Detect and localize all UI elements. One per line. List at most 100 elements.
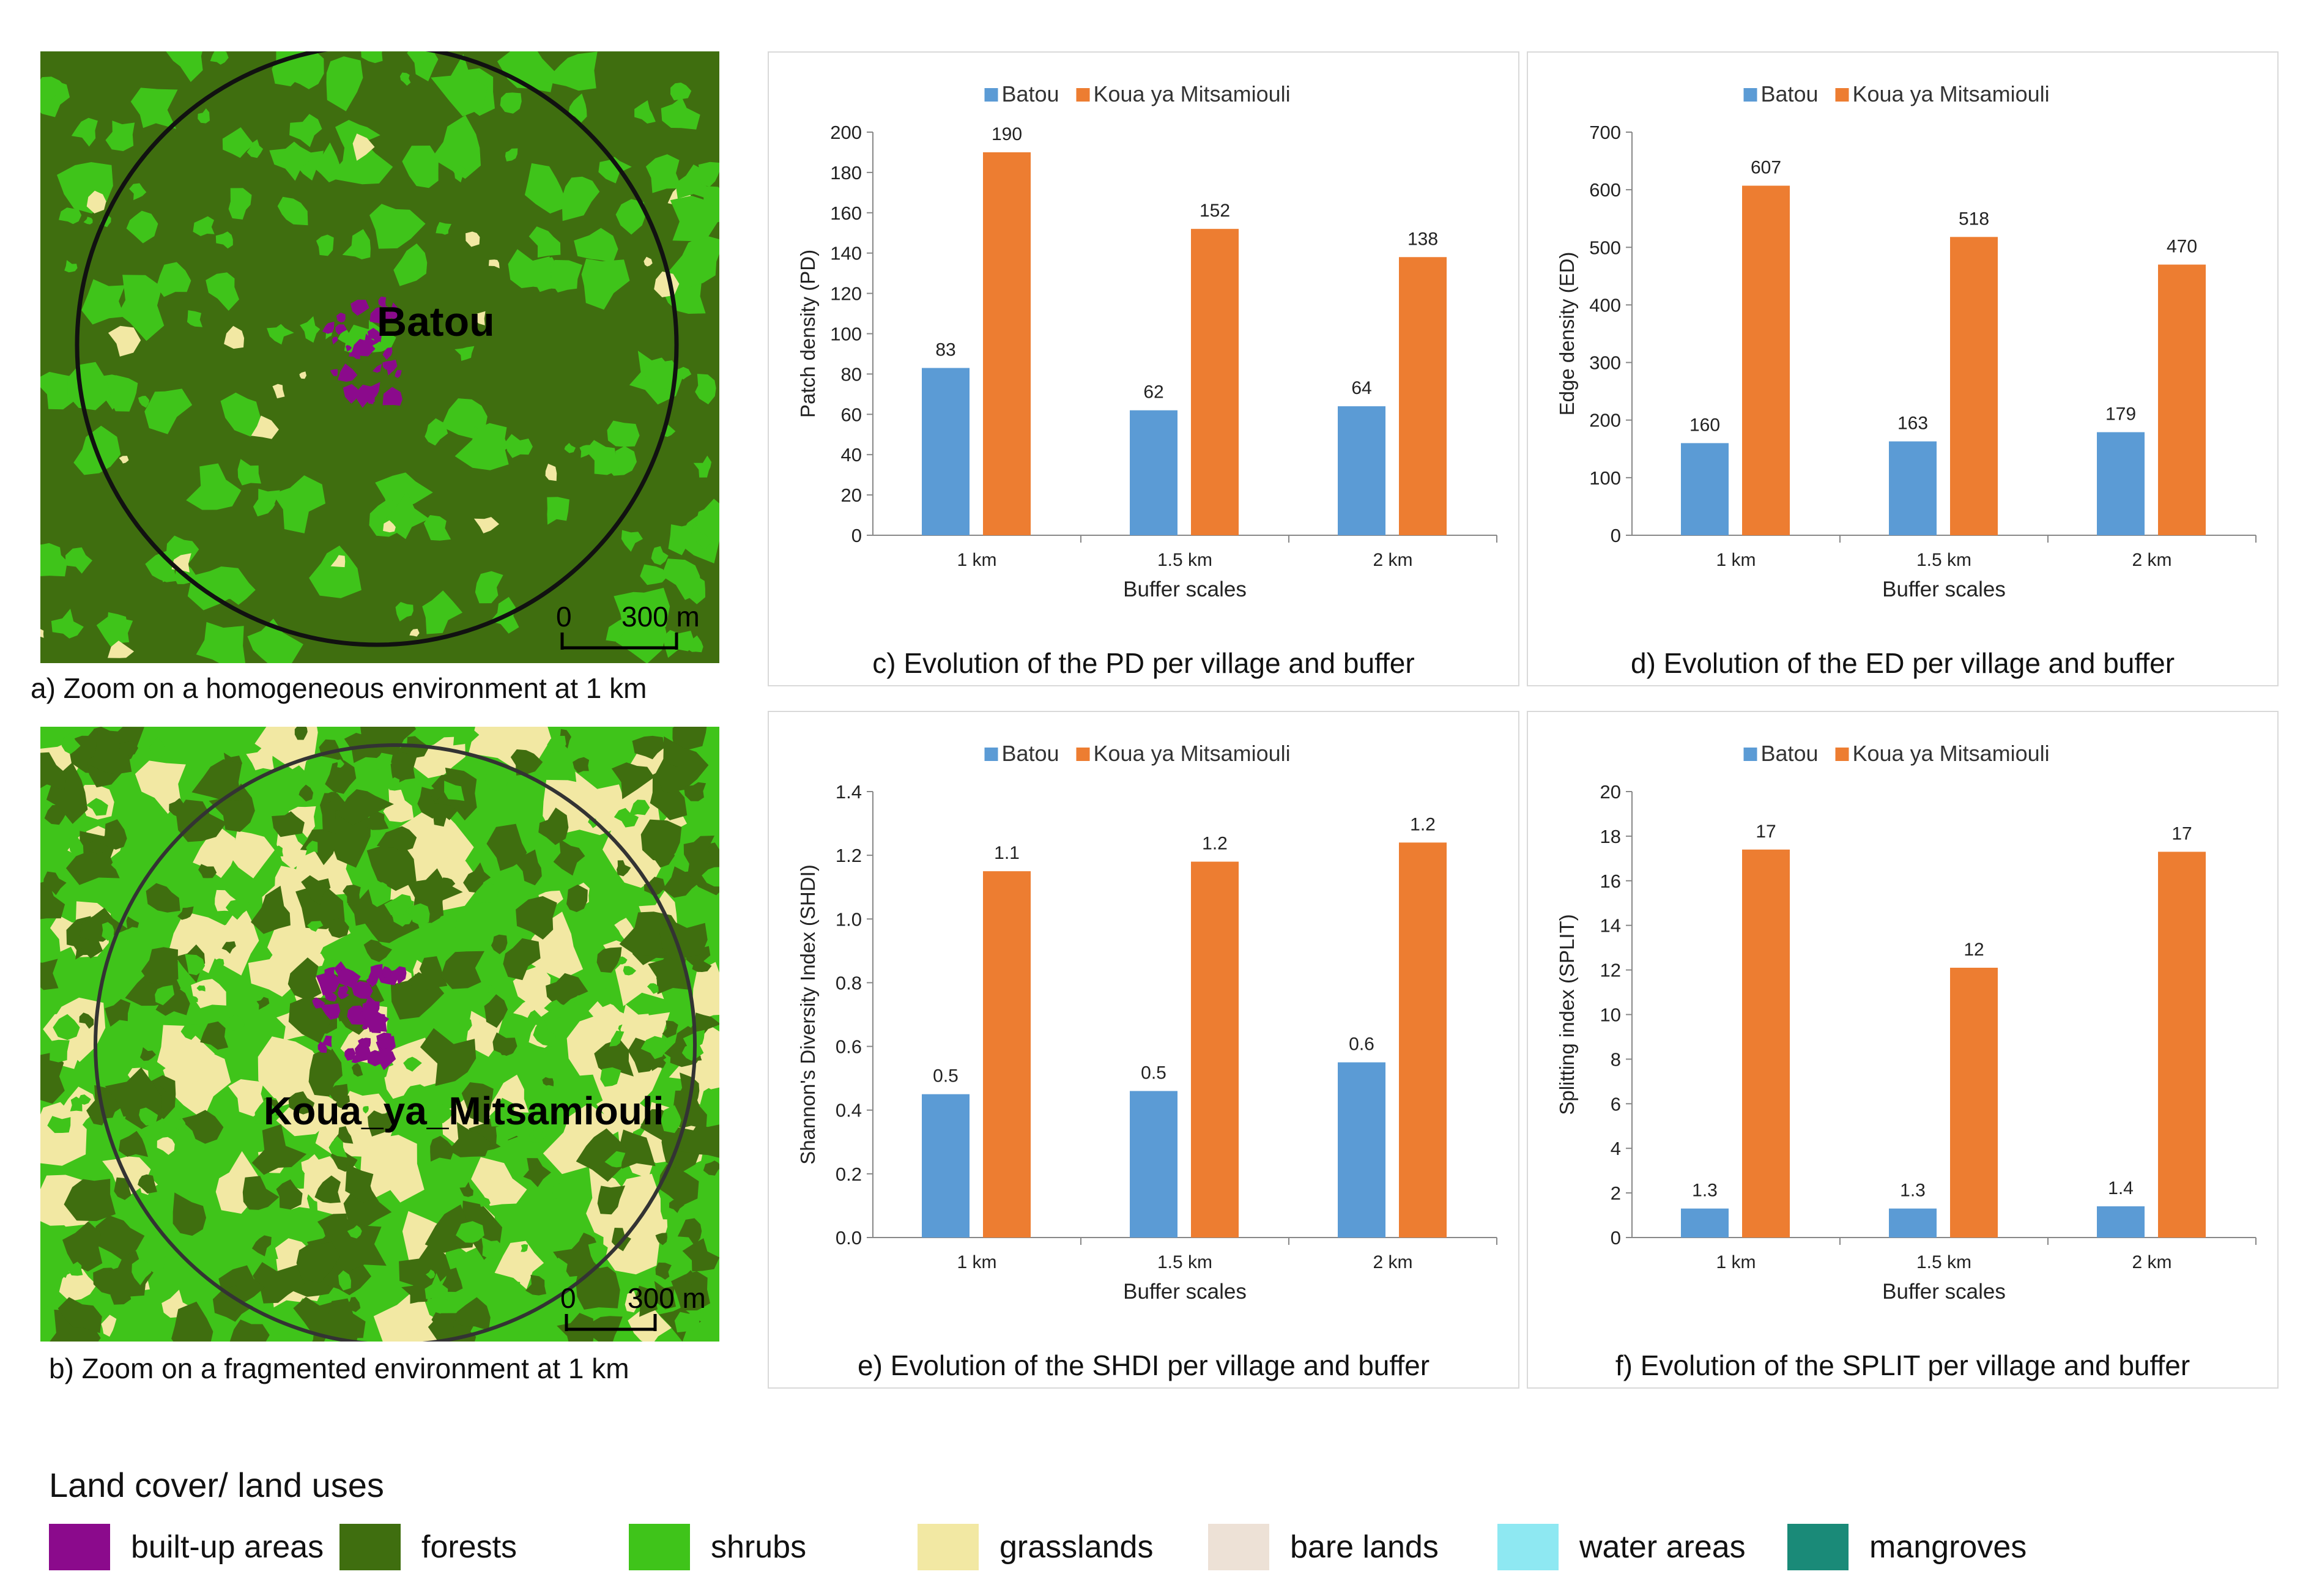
y-tick-label: 20	[1600, 781, 1621, 803]
x-tick-label: 2 km	[1373, 1252, 1412, 1272]
map-label-batou: Batou	[377, 299, 495, 345]
chart-split: Batou Koua ya Mitsamiouli 0 2 4 6 8 10 12 14 16 18 2…	[1556, 741, 2257, 1381]
x-axis-title: Buffer scales	[1882, 1280, 2006, 1304]
legend-label: grasslands	[999, 1529, 1154, 1565]
legend-item-bare-lands: bare lands	[1208, 1523, 1439, 1571]
x-tick-label: 1 km	[1716, 1252, 1756, 1272]
scale-zero-b: 0	[560, 1282, 576, 1314]
legend-swatch-batou	[984, 88, 998, 102]
legend-label-batou: Batou	[1002, 81, 1059, 106]
legend-label-koua: Koua ya Mitsamiouli	[1094, 741, 1291, 766]
data-label: 83	[935, 340, 955, 360]
chart-panel-d: Batou Koua ya Mitsamiouli 0 100 200 300 400 500…	[1527, 51, 2279, 686]
x-tick-label: 1.5 km	[1157, 1252, 1212, 1272]
scale-dist-a: 300 m	[621, 601, 700, 633]
bar-batou-2km	[2097, 1206, 2145, 1238]
data-label: 64	[1351, 378, 1371, 398]
legend-label-koua: Koua ya Mitsamiouli	[1853, 741, 2050, 766]
chart-panel-c: Batou Koua ya Mitsamiouli 0 20 40 60 80 100 120 1…	[768, 51, 1519, 686]
y-tick-label: 0.2	[836, 1164, 862, 1185]
chart-legend: Batou Koua ya Mitsamiouli	[1743, 81, 2050, 106]
scale-bar-b: 0 300 m	[560, 1282, 706, 1331]
y-tick-label: 200	[1589, 410, 1621, 431]
data-label: 0.5	[933, 1066, 959, 1086]
y-tick-label: 20	[841, 484, 862, 506]
x-tick-label: 1.5 km	[1916, 550, 1971, 570]
x-tick-label: 2 km	[1373, 550, 1412, 570]
legend-item-mangroves: mangroves	[1787, 1523, 2027, 1571]
legend-item-grasslands: grasslands	[918, 1523, 1153, 1571]
bar-batou-2km	[2097, 432, 2145, 535]
bar-koua-15km	[1191, 229, 1239, 535]
y-tick-label: 80	[841, 363, 862, 385]
x-tick-label: 1 km	[957, 1252, 996, 1272]
bar-koua-1km	[983, 871, 1031, 1238]
legend-swatch-batou	[1743, 88, 1757, 102]
chart-caption: c) Evolution of the PD per village and b…	[872, 647, 1414, 679]
y-tick-label: 60	[841, 404, 862, 425]
bar-koua-15km	[1950, 967, 1998, 1238]
legend-item-water-areas: water areas	[1497, 1523, 1746, 1571]
map-panel-a: Batou 0 300 m	[31, 33, 731, 668]
legend-swatch-koua	[1076, 748, 1090, 761]
y-tick-label: 16	[1600, 870, 1621, 892]
scale-dist-b: 300 m	[628, 1282, 706, 1314]
y-axis-title: Shannon's Diversity Index (SHDI)	[796, 864, 819, 1165]
chart-panel-e: Batou Koua ya Mitsamiouli 0.0 0.2 0.4 0.6 0.8 1…	[768, 711, 1519, 1389]
chart-shdi: Batou Koua ya Mitsamiouli 0.0 0.2 0.4 0.6 0.8 1…	[796, 741, 1497, 1381]
y-tick-label: 400	[1589, 294, 1621, 316]
legend-swatch	[918, 1524, 979, 1570]
data-label: 190	[992, 124, 1022, 144]
caption-a: a) Zoom on a homogeneous environment at …	[31, 672, 647, 704]
bar-batou-15km	[1130, 1091, 1177, 1238]
y-tick-label: 1.4	[836, 781, 862, 803]
y-axis-title: Patch density (PD)	[796, 250, 819, 418]
y-tick-label: 12	[1600, 960, 1621, 981]
y-tick-label: 500	[1589, 237, 1621, 258]
map-label-koua: Koua_ya_Mitsamiouli	[264, 1089, 664, 1133]
y-tick-label: 4	[1611, 1138, 1621, 1159]
bar-koua-15km	[1950, 237, 1998, 535]
legend-swatch-koua	[1835, 88, 1849, 102]
y-tick-label: 14	[1600, 915, 1621, 937]
chart-legend: Batou Koua ya Mitsamiouli	[984, 81, 1291, 106]
y-tick-label: 0.4	[836, 1100, 862, 1121]
bar-koua-1km	[983, 152, 1031, 535]
chart-caption: f) Evolution of the SPLIT per village an…	[1615, 1349, 2190, 1381]
data-label: 1.2	[1410, 814, 1436, 834]
y-tick-label: 300	[1589, 352, 1621, 374]
data-label: 1.4	[2108, 1178, 2134, 1198]
y-tick-label: 0.8	[836, 972, 862, 993]
data-label: 152	[1200, 201, 1230, 221]
legend-label-koua: Koua ya Mitsamiouli	[1853, 81, 2050, 106]
data-label: 12	[1964, 940, 1984, 960]
bar-koua-2km	[1399, 257, 1447, 535]
y-tick-label: 100	[1589, 467, 1621, 489]
legend-swatch	[1497, 1524, 1559, 1570]
legend-swatch-koua	[1076, 88, 1090, 102]
x-axis-title: Buffer scales	[1882, 577, 2006, 601]
chart-caption: e) Evolution of the SHDI per village and…	[858, 1349, 1430, 1381]
data-label: 1.3	[1692, 1181, 1718, 1201]
legend-item-forests: forests	[339, 1523, 517, 1571]
legend-swatch-batou	[984, 748, 998, 761]
land-cover-legend-title: Land cover/ land uses	[49, 1466, 384, 1504]
legend-swatch-koua	[1835, 748, 1849, 761]
scale-zero-a: 0	[556, 601, 572, 633]
y-tick-label: 140	[830, 243, 862, 264]
y-tick-label: 100	[830, 324, 862, 345]
data-label: 0.5	[1141, 1063, 1166, 1083]
map-batou-image: Batou 0 300 m	[31, 33, 731, 668]
x-axis-title: Buffer scales	[1123, 1280, 1247, 1304]
y-tick-label: 0	[1611, 525, 1621, 546]
scale-bar-a: 0 300 m	[556, 601, 700, 650]
legend-swatch	[1208, 1524, 1269, 1570]
y-tick-label: 200	[830, 122, 862, 143]
legend-label: bare lands	[1290, 1529, 1439, 1565]
legend-label: water areas	[1579, 1529, 1746, 1565]
y-tick-label: 40	[841, 444, 862, 466]
legend-label-batou: Batou	[1761, 741, 1819, 766]
map-panel-b: Koua_ya_Mitsamiouli 0 300 m	[20, 696, 742, 1371]
bar-batou-1km	[1681, 1208, 1729, 1238]
legend-label-batou: Batou	[1002, 741, 1059, 766]
